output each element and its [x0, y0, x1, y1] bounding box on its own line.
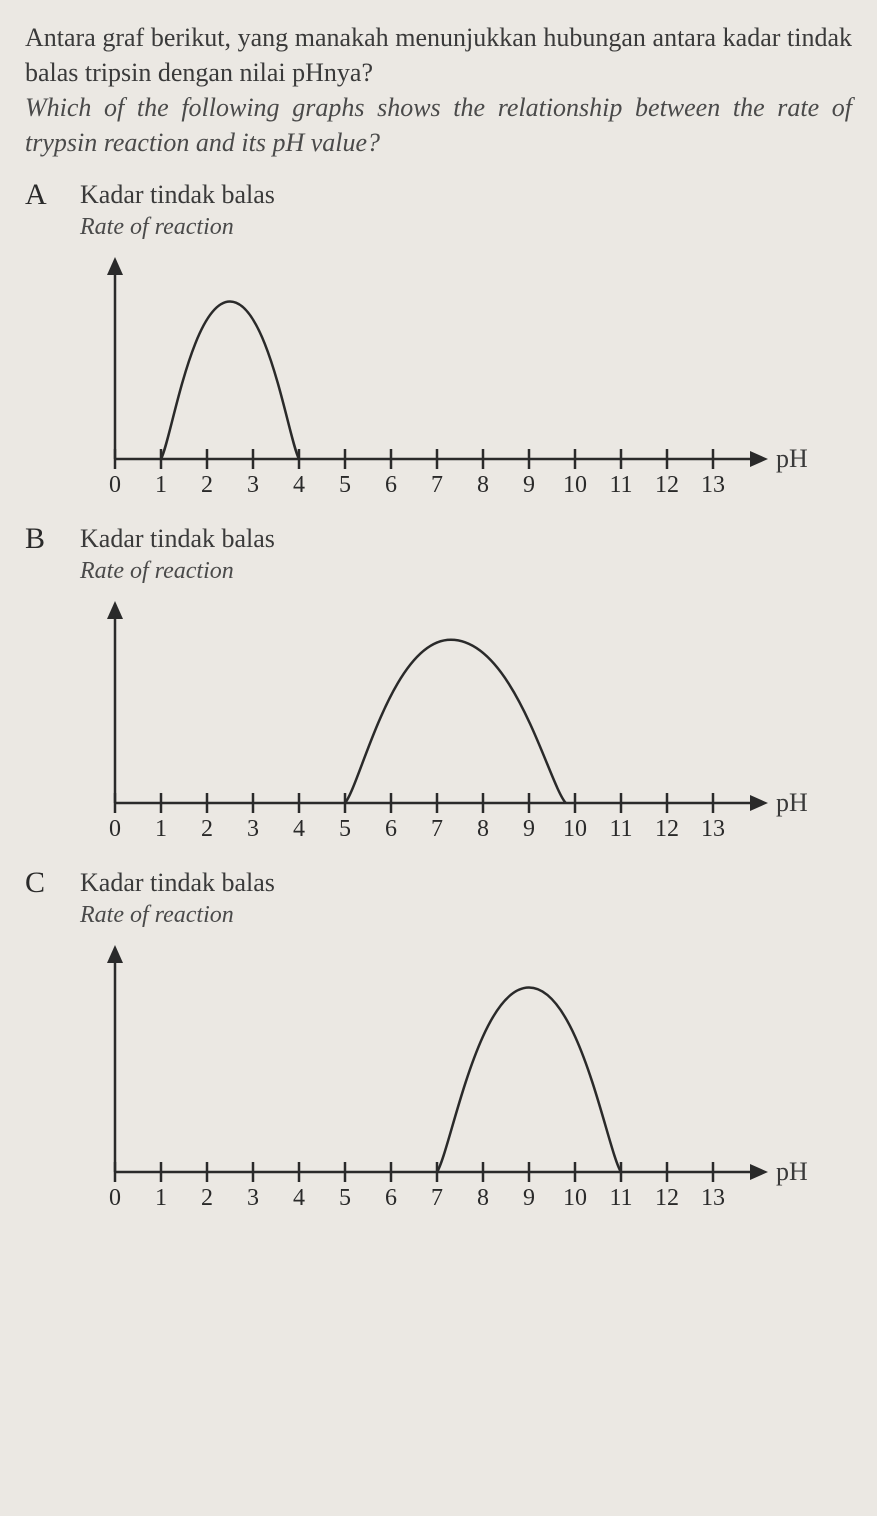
chart-title-b: Kadar tindak balas — [80, 522, 852, 556]
svg-text:1: 1 — [155, 472, 167, 498]
svg-text:5: 5 — [339, 1185, 351, 1211]
option-a: A Kadar tindak balas Rate of reaction 0 1… — [25, 178, 852, 504]
svg-text:13: 13 — [701, 816, 725, 842]
chart-subtitle-a: Rate of reaction — [80, 212, 852, 243]
chart-b: 012345678910111213 pH — [80, 593, 852, 848]
chart-title-c: Kadar tindak balas — [80, 866, 852, 900]
svg-text:2: 2 — [201, 816, 213, 842]
svg-text:3: 3 — [247, 472, 259, 498]
svg-text:10: 10 — [563, 816, 587, 842]
svg-text:12: 12 — [655, 472, 679, 498]
svg-text:9: 9 — [523, 472, 535, 498]
svg-text:3: 3 — [247, 816, 259, 842]
chart-title-a: Kadar tindak balas — [80, 178, 852, 212]
svg-text:6: 6 — [385, 816, 397, 842]
svg-text:pH: pH — [776, 1157, 808, 1186]
svg-text:7: 7 — [431, 816, 443, 842]
question-english: Which of the following graphs shows the … — [25, 90, 852, 160]
svg-text:1: 1 — [155, 816, 167, 842]
chart-c: 012345678910111213 pH — [80, 937, 852, 1217]
svg-text:8: 8 — [477, 472, 489, 498]
svg-text:pH: pH — [776, 444, 808, 473]
svg-text:0: 0 — [109, 472, 121, 498]
svg-text:7: 7 — [431, 1185, 443, 1211]
option-letter-a: A — [25, 178, 80, 211]
option-content-b: Kadar tindak balas Rate of reaction 0123… — [80, 522, 852, 848]
svg-text:8: 8 — [477, 1185, 489, 1211]
svg-text:13: 13 — [701, 1185, 725, 1211]
svg-text:0: 0 — [109, 1185, 121, 1211]
svg-text:13: 13 — [701, 472, 725, 498]
svg-text:12: 12 — [655, 816, 679, 842]
svg-text:2: 2 — [201, 472, 213, 498]
svg-text:9: 9 — [523, 1185, 535, 1211]
chart-subtitle-b: Rate of reaction — [80, 556, 852, 587]
svg-text:pH: pH — [776, 788, 808, 817]
svg-text:3: 3 — [247, 1185, 259, 1211]
svg-text:11: 11 — [609, 472, 632, 498]
option-letter-c: C — [25, 866, 80, 899]
svg-text:9: 9 — [523, 816, 535, 842]
option-content-c: Kadar tindak balas Rate of reaction 0123… — [80, 866, 852, 1217]
chart-a: 012345678910111213 pH — [80, 249, 852, 504]
svg-text:5: 5 — [339, 816, 351, 842]
svg-text:1: 1 — [155, 1185, 167, 1211]
question-malay: Antara graf berikut, yang manakah menunj… — [25, 20, 852, 90]
svg-text:12: 12 — [655, 1185, 679, 1211]
option-c: C Kadar tindak balas Rate of reaction 0 1… — [25, 866, 852, 1217]
svg-text:4: 4 — [293, 472, 305, 498]
svg-text:4: 4 — [293, 1185, 305, 1211]
svg-text:2: 2 — [201, 1185, 213, 1211]
option-content-a: Kadar tindak balas Rate of reaction 0123… — [80, 178, 852, 504]
svg-text:10: 10 — [563, 472, 587, 498]
chart-subtitle-c: Rate of reaction — [80, 900, 852, 931]
svg-text:6: 6 — [385, 1185, 397, 1211]
option-letter-b: B — [25, 522, 80, 555]
svg-text:11: 11 — [609, 1185, 632, 1211]
svg-text:8: 8 — [477, 816, 489, 842]
svg-text:11: 11 — [609, 816, 632, 842]
option-b: B Kadar tindak balas Rate of reaction 0 1… — [25, 522, 852, 848]
svg-text:4: 4 — [293, 816, 305, 842]
question-text: Antara graf berikut, yang manakah menunj… — [25, 20, 852, 160]
svg-text:7: 7 — [431, 472, 443, 498]
svg-text:10: 10 — [563, 1185, 587, 1211]
svg-text:0: 0 — [109, 816, 121, 842]
svg-text:5: 5 — [339, 472, 351, 498]
svg-text:6: 6 — [385, 472, 397, 498]
